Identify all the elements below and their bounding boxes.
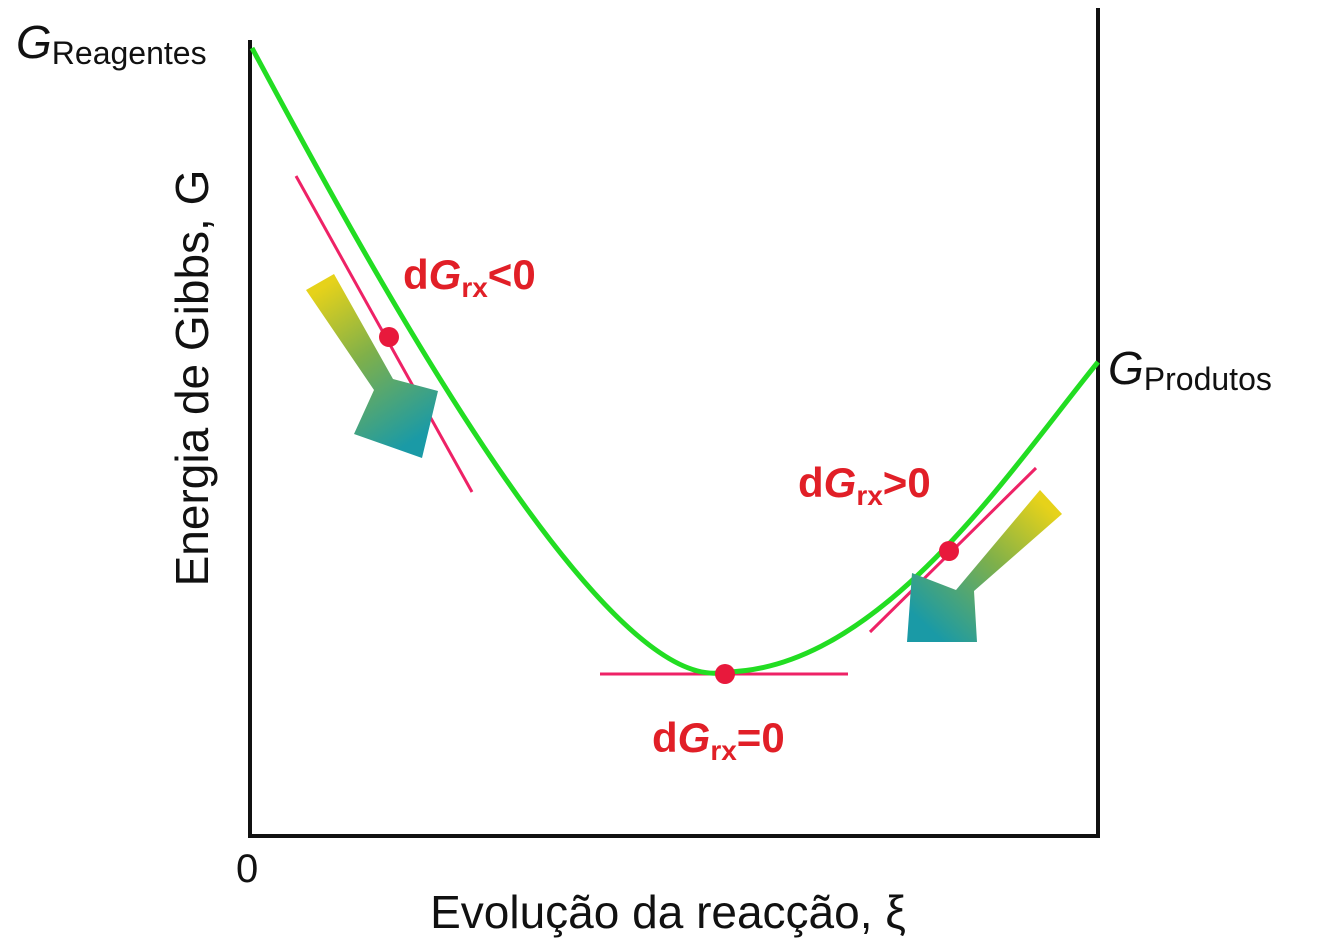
y-axis-title: Energia de Gibbs, G: [166, 170, 218, 587]
x-origin-label: 0: [236, 847, 258, 891]
point-left: [379, 327, 399, 347]
gibbs-curve: [249, 46, 1100, 676]
point-minimum: [715, 664, 735, 684]
x-axis-title: Evolução da reacção, ξ: [430, 886, 906, 938]
label-dg-zero: dGrx=0: [652, 714, 785, 766]
arrow-right-down-icon: [907, 490, 1062, 642]
label-dg-negative: dGrx<0: [403, 251, 536, 303]
arrow-left-down-icon: [306, 274, 438, 458]
label-dg-positive: dGrx>0: [798, 459, 931, 511]
point-right: [939, 541, 959, 561]
label-g-produtos: GProdutos: [1108, 342, 1272, 397]
label-g-reagentes: GReagentes: [16, 16, 207, 71]
